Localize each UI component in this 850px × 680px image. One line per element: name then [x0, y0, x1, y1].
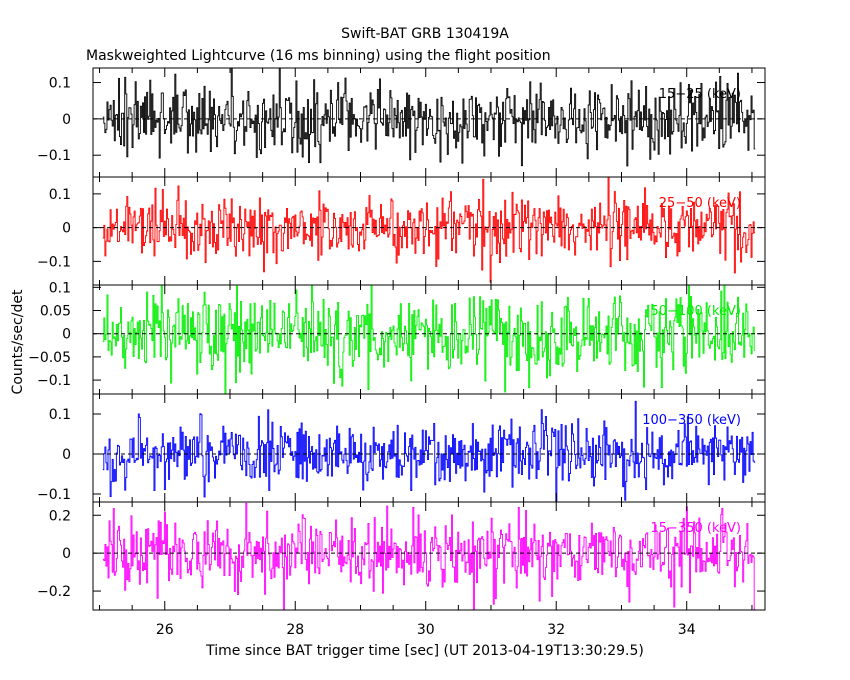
x-tick-label: 30: [417, 622, 435, 638]
panel-frame: [92, 393, 766, 503]
y-tick-label: −0.2: [37, 584, 71, 600]
y-tick-label: −0.1: [37, 148, 71, 164]
energy-band-label: 25−50 (keV): [659, 196, 741, 211]
energy-band-label: 100−350 (keV): [642, 413, 741, 428]
y-tick-label: −0.1: [37, 373, 71, 389]
y-tick-label: 0.05: [40, 304, 71, 320]
y-tick-label: 0: [62, 447, 71, 463]
energy-band-label: 15−350 (keV): [651, 521, 741, 536]
y-tick-label: −0.1: [37, 487, 71, 503]
x-tick-label: 34: [678, 622, 696, 638]
energy-band-label: 15−25 (keV): [659, 87, 741, 102]
y-tick-label: 0: [62, 327, 71, 343]
y-tick-label: 0: [62, 221, 71, 237]
lightcurve-series-2: [102, 176, 756, 283]
y-tick-label: 0.2: [49, 508, 71, 524]
lightcurve-series-1: [102, 67, 756, 167]
panels-group: −0.1 0 0.1 15−25 (keV) −0.1 0 0.1 25−50 (keV) −0…: [28, 67, 766, 638]
lightcurve-series-4: [102, 400, 756, 503]
x-tick-label: 28: [286, 622, 304, 638]
lightcurve-series-5: [102, 502, 756, 611]
y-axis-label: Counts/sec/det: [10, 289, 26, 394]
x-tick-label: 32: [547, 622, 565, 638]
panel-frame: [92, 176, 766, 286]
y-tick-label: 0.1: [49, 407, 71, 423]
y-tick-label: 0.1: [49, 280, 71, 296]
y-tick-label: 0: [62, 546, 71, 562]
y-tick-label: −0.1: [37, 254, 71, 270]
chart-subtitle: Maskweighted Lightcurve (16 ms binning) …: [86, 48, 551, 64]
panel-frame: [92, 501, 766, 611]
x-tick-label: 26: [156, 622, 174, 638]
x-axis-label: Time since BAT trigger time [sec] (UT 20…: [205, 643, 644, 659]
y-tick-label: 0.1: [49, 187, 71, 203]
y-tick-label: −0.05: [28, 350, 71, 366]
y-tick-label: 0.1: [49, 76, 71, 92]
lightcurve-series-3: [102, 284, 756, 395]
chart-title: Swift-BAT GRB 130419A: [341, 26, 509, 42]
y-tick-label: 0: [62, 112, 71, 128]
energy-band-label: 50−100 (keV): [651, 304, 741, 319]
